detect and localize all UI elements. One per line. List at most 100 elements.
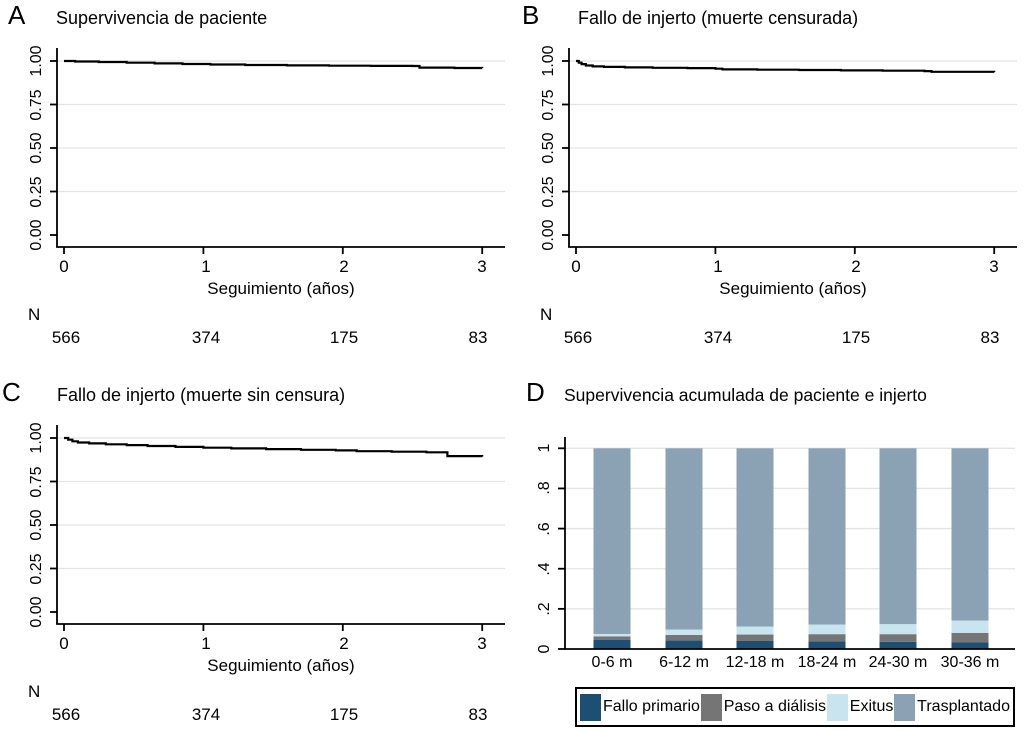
category-label: 30-36 m bbox=[940, 654, 1000, 671]
risk-count: 374 bbox=[703, 328, 733, 347]
bar-segment bbox=[951, 632, 989, 643]
y-tick-label: 0.00 bbox=[28, 219, 45, 251]
x-tick-label: 1 bbox=[713, 257, 723, 276]
risk-count: 175 bbox=[329, 705, 359, 724]
category-label: 24-30 m bbox=[868, 654, 928, 671]
bar-segment bbox=[951, 448, 989, 621]
y-tick-label: .6 bbox=[536, 522, 553, 536]
panel-d-letter: D bbox=[526, 377, 545, 407]
y-tick-label: 1.00 bbox=[28, 45, 45, 77]
x-tick-label: 1 bbox=[201, 634, 211, 653]
x-tick-label: 0 bbox=[59, 634, 69, 653]
panel-b-title: Fallo de injerto (muerte censurada) bbox=[578, 8, 859, 28]
y-tick-label: 0.50 bbox=[28, 509, 45, 541]
legend: Fallo primario Paso a diálisis Exitus Tr… bbox=[575, 687, 1015, 727]
panel-d-plot bbox=[558, 437, 1015, 650]
bar-segment bbox=[736, 640, 774, 649]
panel-d: D Supervivencia acumulada de paciente e … bbox=[512, 377, 1024, 731]
x-axis-label: Seguimiento (años) bbox=[207, 656, 355, 675]
bar-segment bbox=[879, 448, 917, 625]
bar-segment bbox=[808, 641, 846, 649]
bar-segment bbox=[951, 620, 989, 633]
y-tick-label: .8 bbox=[536, 481, 553, 495]
risk-count: 374 bbox=[191, 705, 221, 724]
bar-segment bbox=[593, 639, 631, 649]
risk-count: 566 bbox=[563, 328, 593, 347]
category-label: 6-12 m bbox=[659, 654, 709, 671]
y-tick-label: 0.75 bbox=[540, 88, 557, 121]
panel-c-letter: C bbox=[2, 377, 21, 407]
panel-c-plot bbox=[50, 425, 505, 631]
bar-segment bbox=[808, 634, 846, 642]
y-tick-label: .4 bbox=[536, 562, 553, 576]
legend-swatch-trasplantado bbox=[894, 693, 916, 721]
risk-count: 175 bbox=[329, 328, 359, 347]
panel-a-plot bbox=[50, 48, 505, 254]
y-tick-label: 0.00 bbox=[540, 219, 557, 251]
panel-b-plot bbox=[562, 48, 1017, 254]
y-tick-label: 1 bbox=[536, 443, 553, 453]
x-tick-label: 1 bbox=[201, 257, 211, 276]
bar-segment bbox=[665, 448, 703, 630]
panel-c-title: Fallo de injerto (muerte sin censura) bbox=[57, 385, 346, 405]
km-curve bbox=[576, 59, 996, 73]
risk-table-label: N bbox=[28, 305, 41, 324]
x-tick-label: 0 bbox=[59, 257, 69, 276]
risk-table-label: N bbox=[28, 682, 41, 701]
risk-count: 83 bbox=[468, 328, 488, 347]
risk-count: 566 bbox=[51, 705, 81, 724]
risk-count: 566 bbox=[51, 328, 81, 347]
y-tick-label: 0.50 bbox=[28, 132, 45, 164]
y-tick-label: 0 bbox=[536, 644, 553, 654]
risk-count: 175 bbox=[841, 328, 871, 347]
category-label: 0-6 m bbox=[591, 654, 633, 671]
legend-label: Paso a diálisis bbox=[723, 698, 826, 715]
y-tick-label: 1.00 bbox=[540, 45, 557, 77]
risk-count: 83 bbox=[980, 328, 1000, 347]
y-tick-label: 0.25 bbox=[540, 175, 557, 208]
category-label: 12-18 m bbox=[725, 654, 785, 671]
km-curve bbox=[64, 59, 484, 70]
y-tick-label: 0.50 bbox=[540, 132, 557, 164]
panel-a-letter: A bbox=[8, 0, 26, 30]
panel-a: A Supervivencia de paciente 1.00 0.75 0.… bbox=[0, 0, 512, 377]
bar-segment bbox=[593, 633, 631, 637]
panel-c: C Fallo de injerto (muerte sin censura) … bbox=[0, 377, 512, 731]
y-tick-label: 1.00 bbox=[28, 422, 45, 454]
bar-segment bbox=[665, 629, 703, 635]
bar-segment bbox=[808, 448, 846, 625]
risk-count: 83 bbox=[468, 705, 488, 724]
risk-count: 374 bbox=[191, 328, 221, 347]
legend-item: Fallo primario bbox=[580, 693, 700, 721]
legend-item: Trasplantado bbox=[894, 693, 1010, 721]
x-tick-label: 2 bbox=[851, 257, 861, 276]
bar-segment bbox=[879, 634, 917, 642]
legend-item: Paso a diálisis bbox=[700, 693, 826, 721]
risk-table-label: N bbox=[540, 305, 553, 324]
x-axis-label: Seguimiento (años) bbox=[719, 279, 867, 298]
y-tick-label: 0.25 bbox=[28, 175, 45, 208]
bar-segment bbox=[879, 624, 917, 635]
x-axis-label: Seguimiento (años) bbox=[207, 279, 355, 298]
bar-segment bbox=[736, 626, 774, 635]
y-tick-label: 0.75 bbox=[28, 465, 45, 498]
legend-label: Trasplantado bbox=[917, 698, 1010, 715]
x-tick-label: 0 bbox=[571, 257, 581, 276]
y-tick-label: 0.25 bbox=[28, 552, 45, 585]
bar-segment bbox=[736, 634, 774, 641]
bar-segment bbox=[593, 636, 631, 640]
panel-b: B Fallo de injerto (muerte censurada) 1.… bbox=[512, 0, 1024, 377]
x-tick-label: 3 bbox=[477, 634, 487, 653]
panel-a-title: Supervivencia de paciente bbox=[56, 8, 268, 28]
bar-segment bbox=[665, 640, 703, 649]
panel-b-letter: B bbox=[522, 0, 540, 30]
legend-item: Exitus bbox=[826, 693, 893, 721]
legend-swatch-paso-a-dialisis bbox=[700, 693, 722, 721]
x-tick-label: 2 bbox=[339, 634, 349, 653]
bar-segment bbox=[879, 641, 917, 649]
bar-segment bbox=[593, 448, 631, 634]
bar-segment bbox=[665, 634, 703, 641]
x-tick-label: 2 bbox=[339, 257, 349, 276]
bar-segment bbox=[951, 642, 989, 649]
